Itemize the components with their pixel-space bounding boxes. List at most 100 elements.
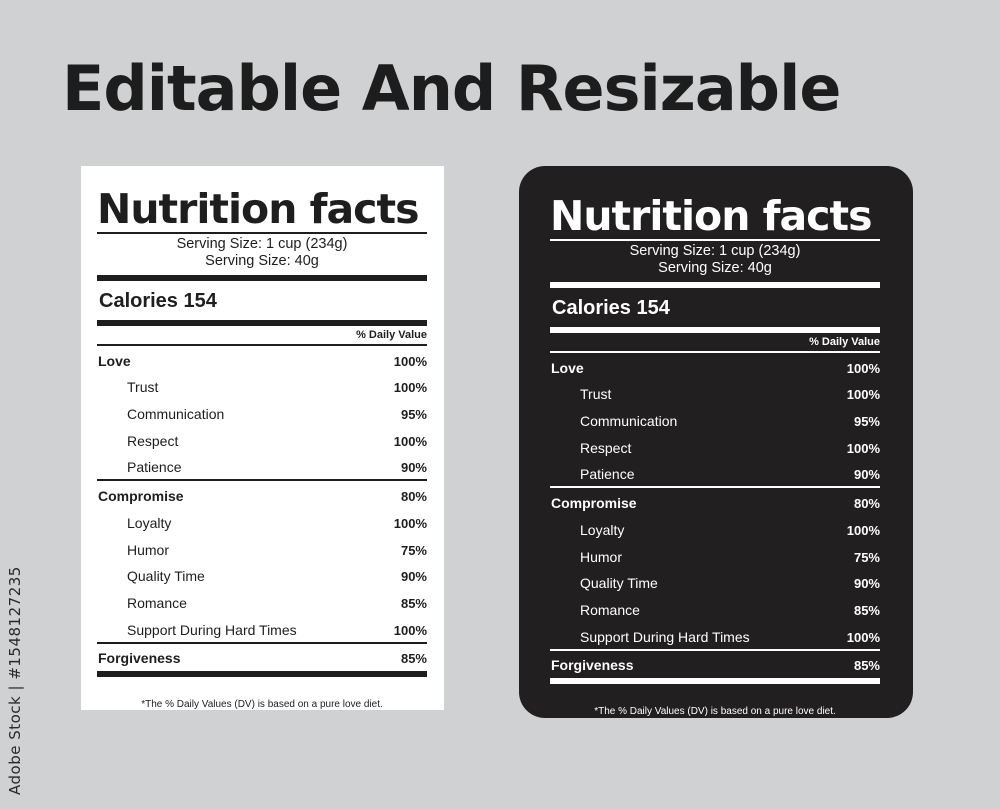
thick-divider [97,275,427,281]
nutrient-row: Trust 100% [550,380,880,407]
nutrient-row: Loyalty 100% [97,508,427,535]
nutrient-value: 100% [393,380,427,396]
nutrient-value: 85% [400,595,427,611]
footnote: *The % Daily Values (DV) is based on a p… [594,706,836,718]
nutrient-name: Patience [127,459,182,476]
nutrient-name: Respect [127,432,179,449]
nutrient-name: Compromise [551,495,637,512]
nutrient-value: 100% [846,360,880,376]
nutrient-row: Love 100% [97,346,427,373]
stock-id-text: Adobe Stock | #1548127235 [6,566,24,795]
nutrient-row: Quality Time 90% [550,569,880,596]
nutrient-row: Patience 90% [550,460,880,487]
label-title: Nutrition facts [97,185,419,233]
thick-divider [550,678,880,685]
nutrient-name: Romance [127,594,187,611]
nutrient-value: 100% [393,433,427,449]
thick-divider [97,671,427,678]
nutrient-name: Respect [580,439,632,456]
nutrient-value: 85% [400,651,427,667]
nutrient-value: 100% [393,515,427,531]
nutrient-value: 100% [846,440,880,456]
nutrient-name: Communication [127,406,225,423]
nutrient-row: Quality Time 90% [97,562,427,589]
thick-divider [97,320,427,326]
nutrient-name: Support During Hard Times [127,621,297,638]
divider [550,648,880,651]
serving-size: Serving Size: 1 cup (234g) Serving Size:… [97,234,427,270]
nutrient-name: Patience [580,466,635,483]
divider [97,344,427,346]
daily-value-header: % Daily Value [809,336,880,348]
nutrient-row: Humor 75% [550,542,880,569]
nutrient-value: 100% [846,629,880,645]
nutrient-value: 85% [853,602,880,618]
headline: Editable And Resizable [62,52,841,125]
nutrient-name: Quality Time [127,568,205,585]
nutrition-label-light: Nutrition facts Serving Size: 1 cup (234… [81,166,444,710]
nutrient-value: 100% [393,353,427,369]
nutrient-row: Compromise 80% [97,481,427,508]
nutrient-value: 100% [393,622,427,638]
nutrient-row: Humor 75% [97,535,427,562]
nutrient-value: 100% [846,522,880,538]
thick-divider [550,282,880,288]
nutrient-row: Romance 85% [550,595,880,622]
nutrition-label-dark: Nutrition facts Serving Size: 1 cup (234… [519,166,913,718]
nutrient-row: Support During Hard Times 100% [97,615,427,642]
nutrient-row: Romance 85% [97,588,427,615]
nutrient-value: 80% [853,496,880,512]
nutrient-value: 85% [853,658,880,674]
nutrient-name: Forgiveness [98,650,181,667]
nutrient-name: Trust [127,379,159,396]
nutrient-value: 95% [853,414,880,430]
label-title: Nutrition facts [550,192,872,240]
nutrient-name: Loyalty [127,514,172,531]
divider [97,641,427,644]
nutrient-name: Humor [127,541,170,558]
nutrient-name: Love [551,359,584,376]
nutrient-name: Love [98,352,131,369]
nutrient-row: Trust 100% [97,373,427,400]
nutrient-name: Loyalty [580,521,625,538]
daily-value-header: % Daily Value [356,329,427,341]
nutrient-name: Humor [580,548,623,565]
divider [550,351,880,353]
nutrient-name: Trust [580,386,612,403]
nutrient-value: 90% [853,576,880,592]
label-content: Nutrition facts Serving Size: 1 cup (234… [97,186,427,710]
serving-size: Serving Size: 1 cup (234g) Serving Size:… [550,241,880,277]
nutrient-row: Love 100% [550,353,880,380]
nutrient-row: Communication 95% [550,406,880,433]
nutrient-name: Quality Time [580,575,658,592]
nutrient-row: Compromise 80% [550,488,880,515]
nutrient-row: Respect 100% [550,433,880,460]
nutrient-row: Forgiveness 85% [550,651,880,678]
nutrient-value: 100% [846,387,880,403]
nutrient-row: Patience 90% [97,453,427,480]
nutrient-row: Respect 100% [97,426,427,453]
nutrient-value: 95% [400,407,427,423]
nutrient-row: Loyalty 100% [550,515,880,542]
nutrient-row: Forgiveness 85% [97,644,427,671]
nutrient-row: Support During Hard Times 100% [550,622,880,649]
serving-size-line-2: Serving Size: 40g [205,253,319,269]
label-content: Nutrition facts Serving Size: 1 cup (234… [550,193,880,717]
nutrient-value: 80% [400,489,427,505]
nutrient-value: 90% [400,460,427,476]
divider [550,486,880,489]
nutrient-name: Forgiveness [551,657,634,674]
nutrient-name: Support During Hard Times [580,628,750,645]
nutrient-value: 90% [853,467,880,483]
nutrient-row: Communication 95% [97,399,427,426]
serving-size-line-2: Serving Size: 40g [658,260,772,276]
nutrient-value: 75% [853,549,880,565]
divider [97,232,427,234]
thick-divider [550,327,880,333]
divider [97,479,427,482]
serving-size-line-1: Serving Size: 1 cup (234g) [629,243,801,259]
nutrient-value: 90% [400,569,427,585]
calories: Calories 154 [99,290,217,312]
calories: Calories 154 [552,297,670,319]
nutrient-name: Romance [580,601,640,618]
